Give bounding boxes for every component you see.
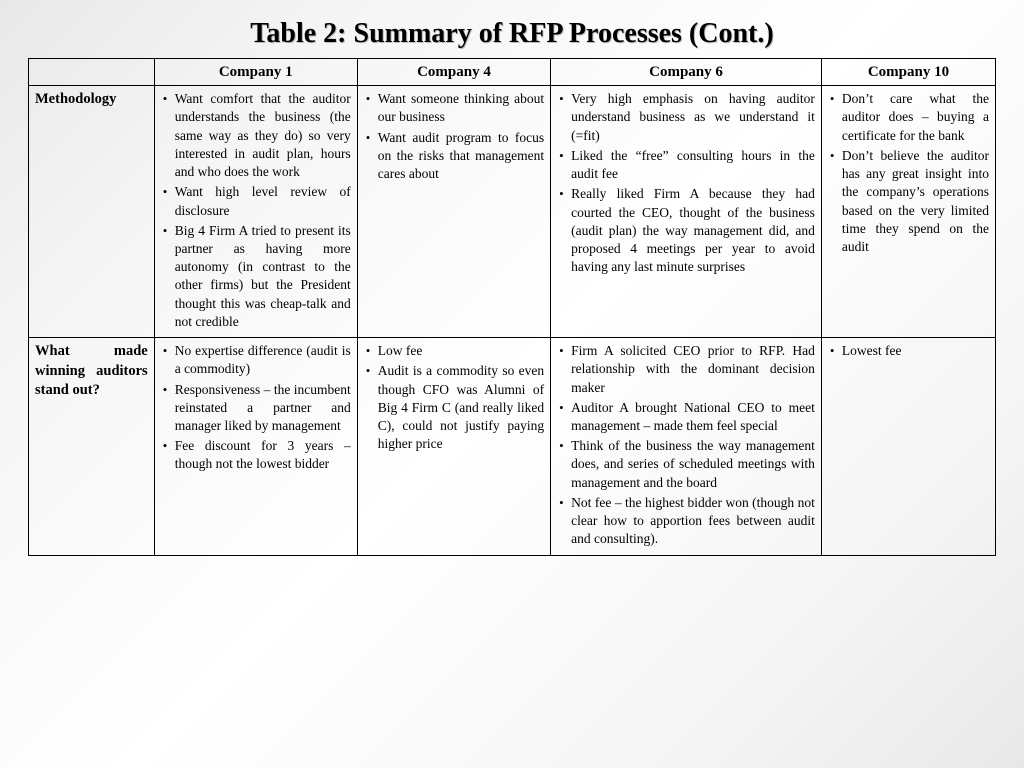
table-cell: Want comfort that the auditor understand… [154, 86, 357, 338]
bullet-list: Don’t care what the auditor does – buyin… [828, 90, 989, 256]
list-item: No expertise difference (audit is a comm… [161, 342, 351, 378]
table-cell: Don’t care what the auditor does – buyin… [821, 86, 995, 338]
list-item: Don’t care what the auditor does – buyin… [828, 90, 989, 145]
page-title: Table 2: Summary of RFP Processes (Cont.… [28, 18, 996, 50]
table-cell: Want someone thinking about our business… [357, 86, 550, 338]
list-item: Firm A solicited CEO prior to RFP. Had r… [557, 342, 815, 397]
table-cell: No expertise difference (audit is a comm… [154, 338, 357, 555]
bullet-list: Want comfort that the auditor understand… [161, 90, 351, 331]
list-item: Think of the business the way management… [557, 437, 815, 492]
col-header-company-10: Company 10 [821, 59, 995, 86]
list-item: Really liked Firm A because they had cou… [557, 185, 815, 276]
bullet-list: Want someone thinking about our business… [364, 90, 544, 183]
bullet-list: Very high emphasis on having auditor und… [557, 90, 815, 276]
list-item: Don’t believe the auditor has any great … [828, 147, 989, 256]
bullet-list: Low fee Audit is a commodity so even thou… [364, 342, 544, 453]
bullet-list: Lowest fee [828, 342, 989, 360]
list-item: Low fee [364, 342, 544, 360]
list-item: Want audit program to focus on the risks… [364, 129, 544, 184]
list-item: Audit is a commodity so even though CFO … [364, 362, 544, 453]
list-item: Very high emphasis on having auditor und… [557, 90, 815, 145]
table-cell: Firm A solicited CEO prior to RFP. Had r… [551, 338, 822, 555]
table-row: MethodologyWant comfort that the auditor… [29, 86, 996, 338]
table-body: MethodologyWant comfort that the auditor… [29, 86, 996, 555]
row-label: Methodology [29, 86, 155, 338]
col-header-company-1: Company 1 [154, 59, 357, 86]
table-cell: Low fee Audit is a commodity so even thou… [357, 338, 550, 555]
list-item: Auditor A brought National CEO to meet m… [557, 399, 815, 435]
table-cell: Lowest fee [821, 338, 995, 555]
row-label: What made winning auditors stand out? [29, 338, 155, 555]
bullet-list: No expertise difference (audit is a comm… [161, 342, 351, 474]
list-item: Want high level review of disclosure [161, 183, 351, 219]
list-item: Liked the “free” consulting hours in the… [557, 147, 815, 183]
list-item: Responsiveness – the incumbent reinstate… [161, 381, 351, 436]
table-header-row: Company 1 Company 4 Company 6 Company 10 [29, 59, 996, 86]
col-header-company-6: Company 6 [551, 59, 822, 86]
list-item: Want someone thinking about our business [364, 90, 544, 126]
bullet-list: Firm A solicited CEO prior to RFP. Had r… [557, 342, 815, 548]
list-item: Fee discount for 3 years – though not th… [161, 437, 351, 473]
list-item: Lowest fee [828, 342, 989, 360]
list-item: Not fee – the highest bidder won (though… [557, 494, 815, 549]
list-item: Want comfort that the auditor understand… [161, 90, 351, 181]
col-header-company-4: Company 4 [357, 59, 550, 86]
rfp-summary-table: Company 1 Company 4 Company 6 Company 10… [28, 58, 996, 556]
col-header-blank [29, 59, 155, 86]
list-item: Big 4 Firm A tried to present its partne… [161, 222, 351, 331]
table-row: What made winning auditors stand out?No … [29, 338, 996, 555]
table-cell: Very high emphasis on having auditor und… [551, 86, 822, 338]
